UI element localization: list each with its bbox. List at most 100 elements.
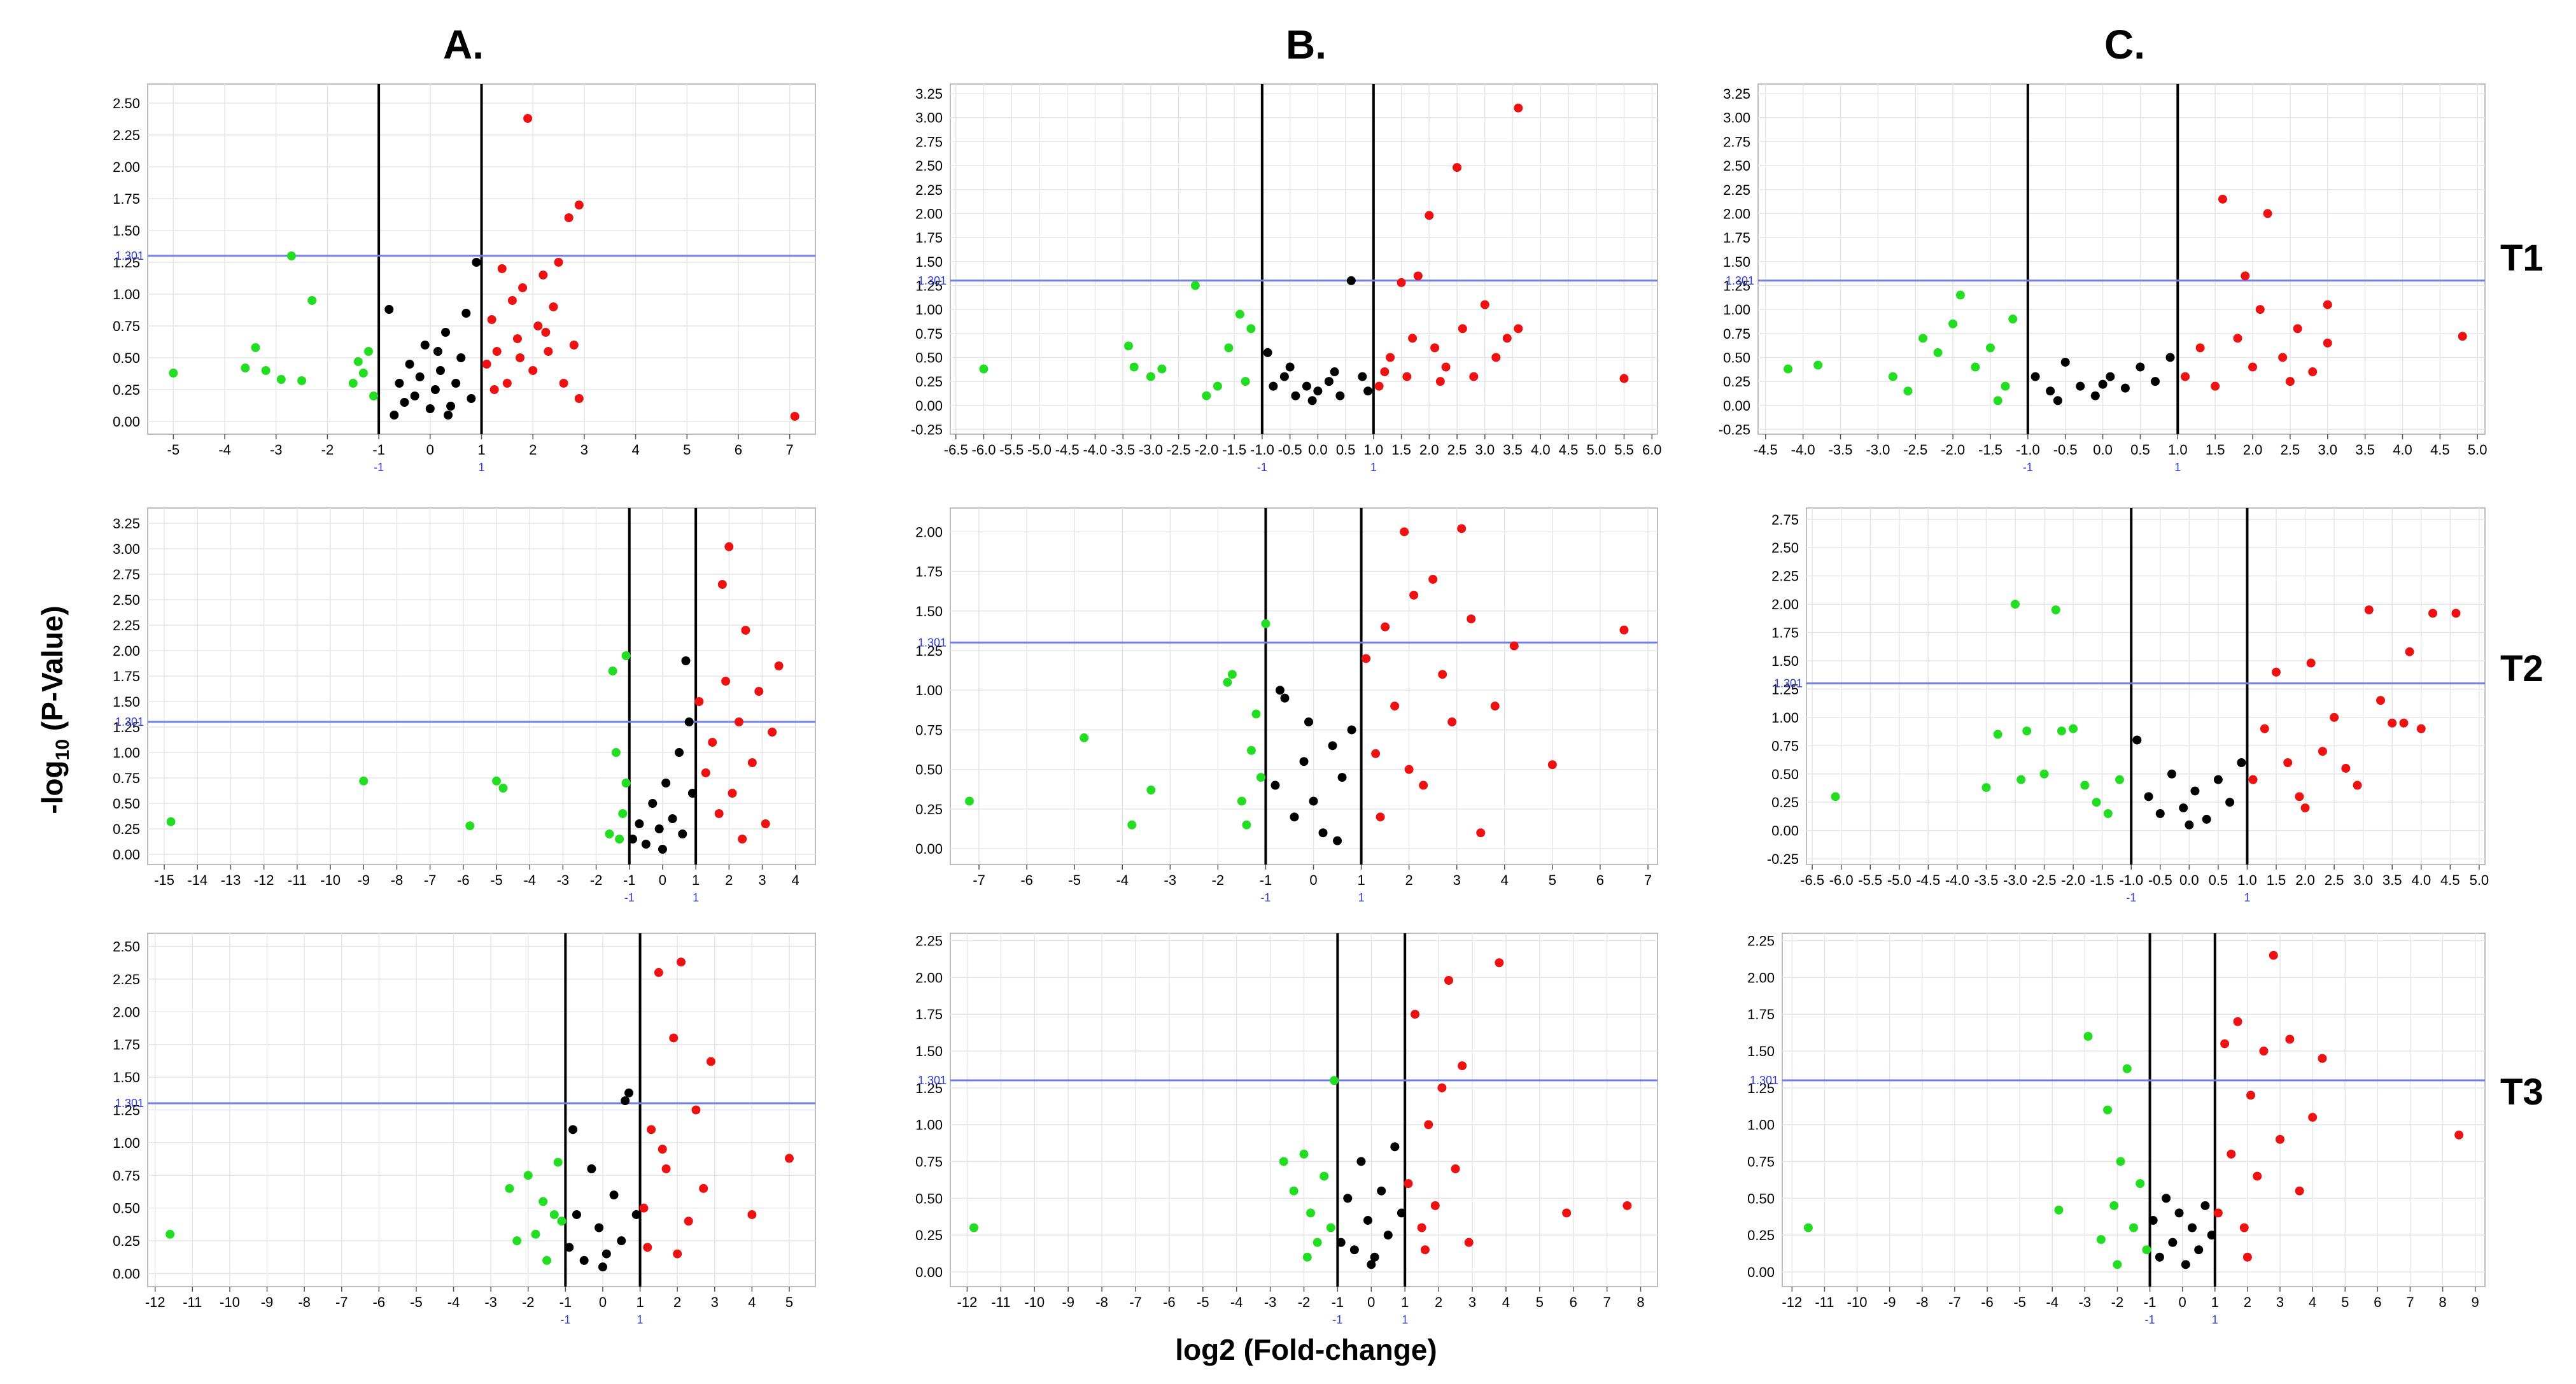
x-tick-label: -12 [145, 1294, 165, 1310]
fold-change-marker-label: 1 [2212, 1313, 2218, 1326]
x-tick-label: -8 [1916, 1294, 1929, 1310]
fold-change-marker-label: -1 [2023, 461, 2033, 474]
fold-change-marker-label: -1 [560, 1313, 570, 1326]
downregulated-point [549, 1210, 559, 1219]
downregulated-point [512, 1236, 522, 1246]
downregulated-point [1903, 386, 1913, 396]
x-tick-label: 0.5 [1336, 442, 1356, 458]
fold-change-marker-label: 1 [1370, 461, 1377, 474]
downregulated-point [553, 1157, 563, 1167]
downregulated-point [1981, 783, 1991, 793]
upregulated-point [768, 728, 777, 737]
upregulated-point [1374, 381, 1384, 391]
x-tick-label: 0 [659, 872, 666, 888]
upregulated-point [2260, 724, 2269, 733]
y-tick-label: 1.50 [113, 1070, 140, 1085]
upregulated-point [1430, 343, 1440, 353]
fold-change-marker-label: -1 [374, 461, 384, 474]
downregulated-point [358, 369, 368, 378]
downregulated-point [465, 821, 475, 831]
downregulated-point [1190, 281, 1200, 290]
upregulated-point [754, 687, 764, 696]
nonsignificant-point [1397, 1208, 1406, 1218]
downregulated-point [542, 1255, 552, 1265]
x-tick-label: 3 [1468, 1294, 1476, 1310]
x-tick-label: 5.0 [1586, 442, 1606, 458]
x-tick-label: -0.5 [1278, 442, 1302, 458]
nonsignificant-point [461, 309, 471, 318]
downregulated-point [621, 779, 631, 787]
x-tick-label: -6.5 [944, 442, 968, 458]
x-tick-label: 7 [1644, 872, 1652, 888]
upregulated-point [1424, 1120, 1433, 1129]
upregulated-point [728, 789, 737, 798]
x-tick-label: -4.0 [1791, 442, 1815, 458]
x-tick-label: -4.5 [1055, 442, 1080, 458]
upregulated-point [1400, 527, 1409, 537]
upregulated-point [2278, 353, 2288, 362]
x-tick-label: -6 [373, 1294, 386, 1310]
downregulated-point [618, 809, 628, 818]
downregulated-point [363, 347, 373, 356]
downregulated-point [498, 784, 508, 793]
x-tick-label: 4 [631, 442, 639, 458]
x-tick-label: -9 [1883, 1294, 1896, 1310]
downregulated-point [1246, 324, 1256, 334]
panel-a-t1: -5 -4 -3 -2 -1 0 1 2 3 4 5 6 7 0.00 0.25 0.50 0.75 1.00 1.… [113, 83, 816, 474]
x-tick-label: -3.5 [1111, 442, 1135, 458]
y-tick-label: 0.25 [1723, 374, 1750, 390]
y-tick-label: 1.00 [113, 745, 140, 761]
y-tick-label: 3.00 [113, 541, 140, 557]
x-tick-label: 3.0 [2353, 872, 2373, 888]
x-tick-label: -13 [221, 872, 241, 888]
y-tick-label: 0.25 [1771, 794, 1799, 810]
x-tick-label: -12 [254, 872, 274, 888]
downregulated-point [1146, 786, 1156, 795]
upregulated-point [2248, 775, 2258, 784]
fold-change-marker-label: 1 [693, 891, 699, 904]
fold-change-marker-label: 1 [1402, 1313, 1408, 1326]
row-label-t2: T2 [2500, 648, 2544, 689]
x-tick-label: 9 [2472, 1294, 2479, 1310]
y-tick-label: 0.75 [1723, 326, 1750, 342]
upregulated-point [673, 1249, 682, 1259]
nonsignificant-point [648, 799, 658, 808]
nonsignificant-point [2165, 353, 2175, 362]
y-tick-label: 0.00 [1747, 1264, 1775, 1280]
y-tick-label: 0.25 [113, 382, 140, 398]
upregulated-point [2454, 1130, 2464, 1140]
x-tick-label: -7 [973, 872, 985, 888]
x-tick-label: 0 [1309, 872, 1317, 888]
upregulated-point [1509, 641, 1519, 651]
x-tick-label: -0.5 [2148, 872, 2172, 888]
threshold-label: 1.301 [1726, 274, 1754, 287]
nonsignificant-point [681, 656, 691, 665]
column-header-c: C. [2104, 22, 2145, 67]
x-tick-label: -1 [1332, 1294, 1344, 1310]
y-tick-label: 0.50 [1723, 350, 1750, 365]
nonsignificant-point [2188, 1223, 2197, 1232]
y-tick-label: 0.50 [113, 796, 140, 812]
upregulated-point [1390, 702, 1400, 711]
nonsignificant-point [579, 1255, 589, 1265]
nonsignificant-point [1280, 693, 1290, 703]
y-tick-label: 0.00 [113, 414, 140, 430]
downregulated-point [348, 379, 358, 388]
y-tick-label: 1.50 [915, 254, 943, 270]
x-tick-label: -6.0 [1829, 872, 1854, 888]
downregulated-point [1933, 348, 1943, 357]
y-tick-label: 3.25 [113, 516, 140, 532]
downregulated-point [1080, 733, 1089, 742]
upregulated-point [2285, 377, 2295, 386]
downregulated-point [1261, 619, 1270, 628]
upregulated-point [1404, 765, 1414, 774]
upregulated-point [2451, 609, 2461, 618]
x-tick-label: 6 [1596, 872, 1604, 888]
upregulated-point [647, 1125, 656, 1134]
nonsignificant-point [2207, 1231, 2216, 1240]
upregulated-point [2295, 1186, 2304, 1196]
y-tick-label: 1.50 [1723, 254, 1750, 270]
x-tick-label: 2.0 [1419, 442, 1439, 458]
y-tick-label: 2.25 [113, 618, 140, 633]
nonsignificant-point [602, 1249, 611, 1259]
